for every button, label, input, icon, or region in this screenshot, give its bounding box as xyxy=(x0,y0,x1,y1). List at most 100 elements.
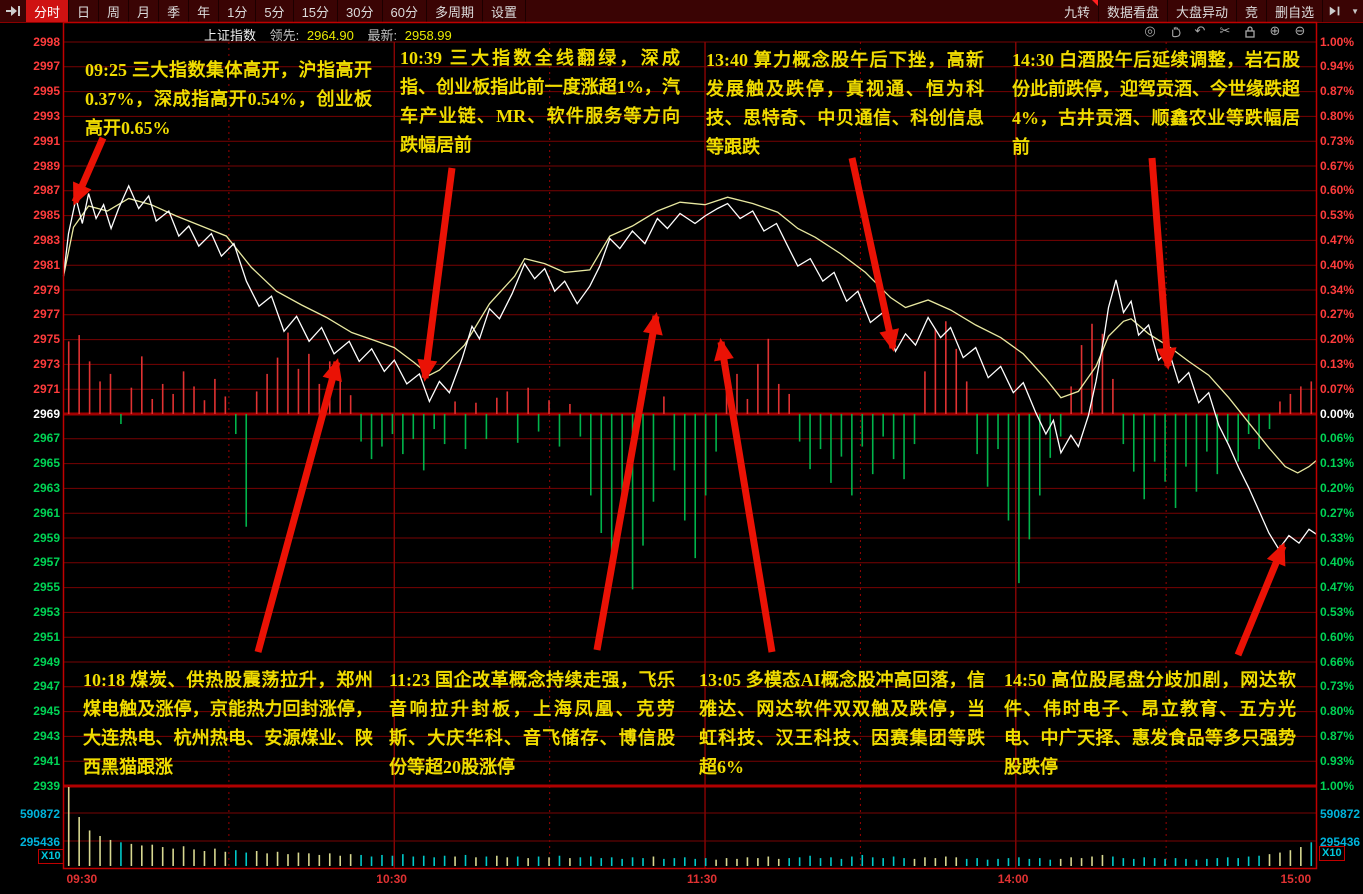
tab-tool-0[interactable]: 九转 xyxy=(1056,0,1100,22)
tab-period-11[interactable]: 多周期 xyxy=(427,0,483,22)
index-name: 上证指数 xyxy=(204,28,257,43)
new-badge-corner xyxy=(1092,0,1099,6)
annotation-callout: 10:18 煤炭、供热股震荡拉升，郑州煤电触及涨停，京能热力回封涨停，大连热电、… xyxy=(83,670,373,777)
percent-axis-label: 0.33% xyxy=(1320,530,1355,545)
price-axis-label: 2963 xyxy=(33,480,60,495)
zoom-out-icon[interactable]: ⊖ xyxy=(1294,23,1306,38)
jump-to-latest-icon[interactable] xyxy=(0,0,26,22)
percent-axis-label: 1.00% xyxy=(1320,778,1355,793)
tab-period-12[interactable]: 设置 xyxy=(483,0,526,22)
next-panel-icon[interactable] xyxy=(1323,0,1347,22)
price-axis-label: 2971 xyxy=(33,381,60,396)
price-axis-label: 2955 xyxy=(33,580,60,595)
tab-period-5[interactable]: 年 xyxy=(189,0,220,22)
annotation-callout: 10:39 三大指数全线翻绿，深成指、创业板指此前一度涨超1%，汽车产业链、MR… xyxy=(400,48,680,155)
percent-axis-label: 0.67% xyxy=(1320,158,1355,173)
percent-axis-label: 0.34% xyxy=(1320,282,1355,297)
price-axis-label: 2941 xyxy=(33,753,60,768)
annotation-callout: 14:50 高位股尾盘分歧加剧，网达软件、伟时电子、昂立教育、五方光电、中广天择… xyxy=(1004,670,1296,777)
annotation-callout: 09:25 三大指数集体高开，沪指高开0.37%，深成指高开0.54%，创业板高… xyxy=(85,60,372,138)
price-axis-label: 2973 xyxy=(33,356,60,371)
zoom-in-icon[interactable]: ⊕ xyxy=(1269,23,1281,38)
time-axis-label: 14:00 xyxy=(997,872,1029,886)
percent-axis-label: 0.20% xyxy=(1320,332,1355,347)
tab-period-0[interactable]: 分时 xyxy=(26,0,70,22)
volume-scale-label: X10 xyxy=(38,849,64,864)
volume-axis-label: 295436 xyxy=(1320,834,1361,849)
eye-icon[interactable]: ◎ xyxy=(1144,23,1156,38)
dropdown-arrow-icon[interactable]: ▼ xyxy=(1351,6,1359,16)
tab-tool-1[interactable]: 数据看盘 xyxy=(1099,0,1169,22)
tab-tool-2[interactable]: 大盘异动 xyxy=(1168,0,1238,22)
price-axis-label: 2951 xyxy=(33,629,60,644)
tab-period-4[interactable]: 季 xyxy=(159,0,190,22)
annotation-callout: 11:23 国企改革概念持续走强，飞乐音响拉升封板，上海凤凰、克劳斯、大庆华科、… xyxy=(389,670,675,777)
price-axis-label: 2947 xyxy=(33,679,60,694)
annotation-callout: 13:05 多模态AI概念股冲高回落，信雅达、网达软件双双触及跌停，当虹科技、汉… xyxy=(699,670,985,777)
price-axis-label: 2987 xyxy=(33,183,60,198)
tab-period-7[interactable]: 5分 xyxy=(256,0,294,22)
volume-axis-label: 295436 xyxy=(19,834,60,849)
annotation-callout: 13:40 算力概念股午后下挫，高新发展触及跌停，真视通、恒为科技、思特奇、中贝… xyxy=(706,50,984,157)
price-axis-label: 2998 xyxy=(33,34,60,49)
percent-axis-label: 0.40% xyxy=(1320,257,1355,272)
scissors-icon[interactable]: ✂ xyxy=(1219,23,1231,38)
percent-axis-label: 1.00% xyxy=(1320,34,1355,49)
percent-axis-label: 0.53% xyxy=(1320,208,1355,223)
volume-axis-label: 590872 xyxy=(19,806,60,821)
last-value: 2958.99 xyxy=(404,28,452,43)
lock-icon[interactable] xyxy=(1242,23,1258,39)
hand-icon[interactable] xyxy=(1167,23,1183,39)
price-axis-label: 2957 xyxy=(33,555,60,570)
price-axis-label: 2949 xyxy=(33,654,60,669)
lead-label: 领先: xyxy=(269,28,300,43)
time-axis-label: 10:30 xyxy=(376,872,407,886)
lead-value: 2964.90 xyxy=(306,28,354,43)
volume-axis-label: 590872 xyxy=(1320,806,1361,821)
price-axis-label: 2997 xyxy=(33,59,60,74)
percent-axis-label: 0.80% xyxy=(1320,704,1355,719)
time-axis-label: 15:00 xyxy=(1280,872,1312,886)
percent-axis-label: 0.00% xyxy=(1320,406,1355,421)
tab-period-2[interactable]: 周 xyxy=(99,0,130,22)
price-axis-label: 2977 xyxy=(33,307,60,322)
chart-titlebar: 上证指数 领先: 2964.90 最新: 2958.99 ◎ ↶ ✂ ⊕ ⊖ xyxy=(64,23,1316,43)
percent-axis-label: 0.47% xyxy=(1320,232,1355,247)
percent-axis-label: 0.06% xyxy=(1320,431,1355,446)
period-tabs: 分时日周月季年 1分 5分 15分 30分 60分 多周期 设置 xyxy=(26,0,526,22)
tab-period-8[interactable]: 15分 xyxy=(294,0,339,22)
percent-axis-label: 0.87% xyxy=(1320,728,1355,743)
tab-period-9[interactable]: 30分 xyxy=(338,0,383,22)
undo-icon[interactable]: ↶ xyxy=(1194,23,1206,38)
tool-tabs: 九转 数据看盘 大盘异动竞删自选 xyxy=(1056,0,1324,22)
annotation-callout: 14:30 白酒股午后延续调整，岩石股份此前跌停，迎驾贡酒、今世缘跌超4%，古井… xyxy=(1012,50,1300,157)
price-axis-label: 2975 xyxy=(33,332,60,347)
percent-axis-label: 0.13% xyxy=(1320,356,1355,371)
price-axis-label: 2983 xyxy=(33,232,60,247)
price-axis-label: 2961 xyxy=(33,505,60,520)
price-axis-label: 2953 xyxy=(33,604,60,619)
percent-axis-label: 0.60% xyxy=(1320,183,1355,198)
price-axis-label: 2943 xyxy=(33,728,60,743)
percent-axis-label: 0.27% xyxy=(1320,505,1355,520)
price-axis-label: 2985 xyxy=(33,208,60,223)
percent-axis-label: 0.27% xyxy=(1320,307,1355,322)
price-axis-label: 2959 xyxy=(33,530,60,545)
percent-axis-label: 0.20% xyxy=(1320,480,1355,495)
tab-tool-3[interactable]: 竞 xyxy=(1237,0,1268,22)
percent-axis-label: 0.73% xyxy=(1320,133,1355,148)
percent-axis-label: 0.66% xyxy=(1320,654,1355,669)
percent-axis-label: 0.13% xyxy=(1320,456,1355,471)
tab-tool-4[interactable]: 删自选 xyxy=(1267,0,1324,22)
tab-period-1[interactable]: 日 xyxy=(69,0,100,22)
price-axis-label: 2939 xyxy=(33,778,60,793)
percent-axis-label: 0.80% xyxy=(1320,108,1355,123)
percent-axis-label: 0.93% xyxy=(1320,753,1355,768)
tab-period-3[interactable]: 月 xyxy=(129,0,160,22)
tab-period-10[interactable]: 60分 xyxy=(383,0,427,22)
volume-scale-label: X10 xyxy=(1319,846,1345,861)
percent-axis-label: 0.60% xyxy=(1320,629,1355,644)
tab-period-6[interactable]: 1分 xyxy=(219,0,257,22)
price-axis-label: 2991 xyxy=(33,133,60,148)
